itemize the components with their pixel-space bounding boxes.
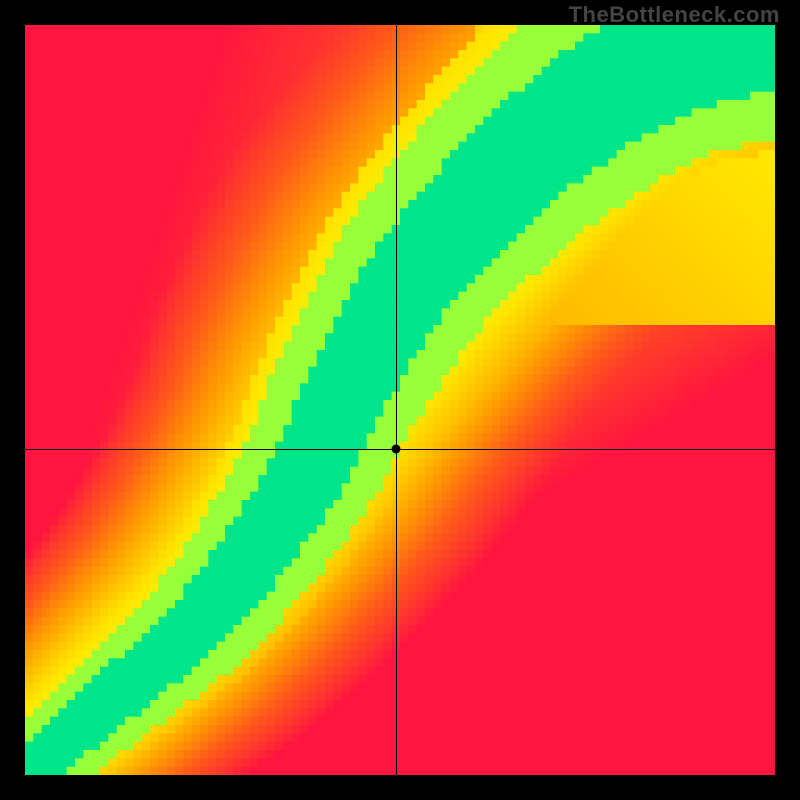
marker-dot xyxy=(392,444,401,453)
crosshair-vertical xyxy=(396,25,397,775)
watermark-text: TheBottleneck.com xyxy=(569,2,780,28)
heatmap-canvas xyxy=(25,25,775,775)
heatmap-plot xyxy=(25,25,775,775)
